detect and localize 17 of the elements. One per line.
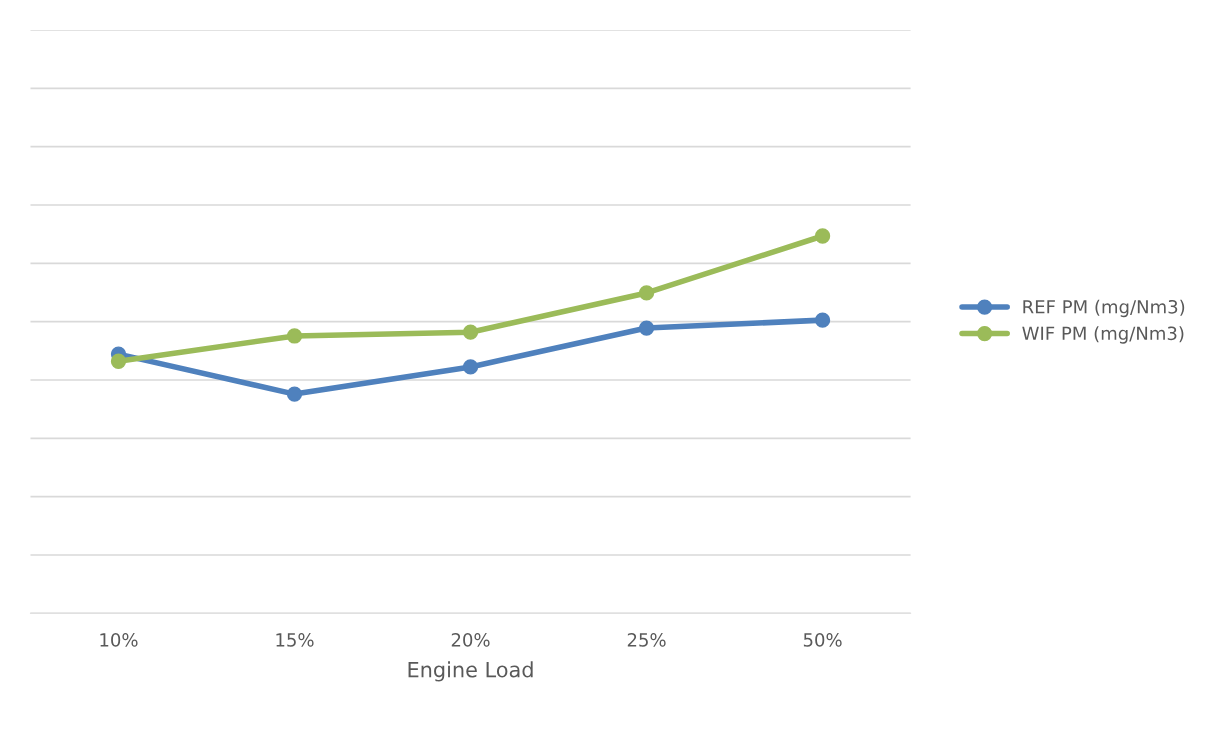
point: [286, 328, 303, 344]
x-tick-label: 50%: [803, 633, 842, 647]
point: [814, 312, 831, 328]
point: [286, 386, 303, 402]
point: [462, 359, 479, 375]
x-tick-label: 25%: [627, 633, 666, 647]
x-tick-label: 15%: [276, 633, 314, 647]
x-tick-label: 10%: [100, 633, 138, 647]
x-tick-label: 20%: [451, 633, 490, 647]
x-axis-title: Engine Load: [408, 661, 533, 682]
point: [638, 285, 655, 301]
legend-label: WIF PM (mg/Nm3): [1022, 326, 1184, 344]
legend-label: REF PM (mg/Nm3): [1023, 299, 1185, 318]
point: [638, 320, 655, 336]
point: [462, 324, 479, 340]
point: [110, 353, 127, 369]
point: [814, 228, 831, 244]
